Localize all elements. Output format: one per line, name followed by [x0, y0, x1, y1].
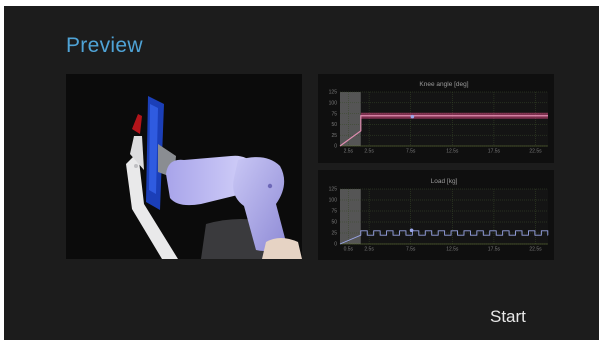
- x-tick-label: 7.5s: [406, 247, 416, 253]
- x-tick-label: 17.5s: [488, 247, 501, 253]
- y-tick-label: 0: [334, 242, 337, 248]
- x-tick-label: 22.5s: [529, 247, 542, 253]
- y-tick-label: 25: [331, 231, 337, 237]
- y-tick-label: 50: [331, 122, 337, 128]
- load-chart: Load [kg] 0 25 50 75 100 125 0.5s 2.5s 7.5s 12.5s 1…: [318, 170, 554, 260]
- page-title: Preview: [66, 34, 143, 57]
- x-tick-label: 12.5s: [446, 149, 459, 155]
- leg-thigh: [233, 157, 286, 251]
- x-tick-label: 7.5s: [406, 149, 416, 155]
- chart-title: Knee angle [deg]: [419, 81, 468, 88]
- knee-angle-plot: Knee angle [deg] 0 25 50 75 100 125 2.5s 2.5s 7.5…: [329, 81, 548, 155]
- red-accent: [132, 114, 142, 134]
- chart-title: Load [kg]: [431, 178, 458, 185]
- start-button[interactable]: Start: [490, 307, 526, 326]
- y-tick-label: 100: [329, 198, 338, 204]
- device-frame: [126, 152, 178, 259]
- plot-area: [340, 92, 548, 146]
- x-tick-label: 17.5s: [488, 149, 501, 155]
- series-line: [339, 230, 549, 245]
- x-tick-label: 0.5s: [344, 247, 354, 253]
- y-tick-label: 125: [329, 187, 338, 193]
- y-tick-label: 75: [331, 111, 337, 117]
- series-line: [339, 115, 548, 147]
- marker-point: [409, 228, 414, 233]
- x-tick-label: 22.5s: [529, 149, 542, 155]
- y-tick-label: 25: [331, 133, 337, 139]
- x-tick-label: 2.5s: [344, 149, 354, 155]
- app-window: Preview: [4, 6, 599, 340]
- plot-area: [340, 189, 548, 244]
- shaded-region: [340, 189, 361, 244]
- x-tick-label: 2.5s: [364, 149, 374, 155]
- y-tick-label: 50: [331, 220, 337, 226]
- y-tick-label: 125: [329, 90, 338, 96]
- marker-point: [410, 114, 415, 119]
- load-plot: Load [kg] 0 25 50 75 100 125 0.5s 2.5s 7.5s 12.5s 1…: [329, 178, 549, 253]
- x-tick-label: 2.5s: [364, 247, 374, 253]
- x-tick-label: 12.5s: [446, 247, 459, 253]
- knee-angle-chart: Knee angle [deg] 0 25 50 75 100 125 2.5s 2.5s 7.5…: [318, 74, 554, 163]
- y-tick-label: 75: [331, 209, 337, 215]
- y-tick-label: 0: [334, 144, 337, 150]
- shaded-region: [340, 92, 361, 146]
- preview-3d-view[interactable]: [66, 74, 302, 259]
- knee-device-render: [66, 74, 302, 259]
- hand: [262, 238, 302, 259]
- y-tick-label: 100: [329, 101, 338, 107]
